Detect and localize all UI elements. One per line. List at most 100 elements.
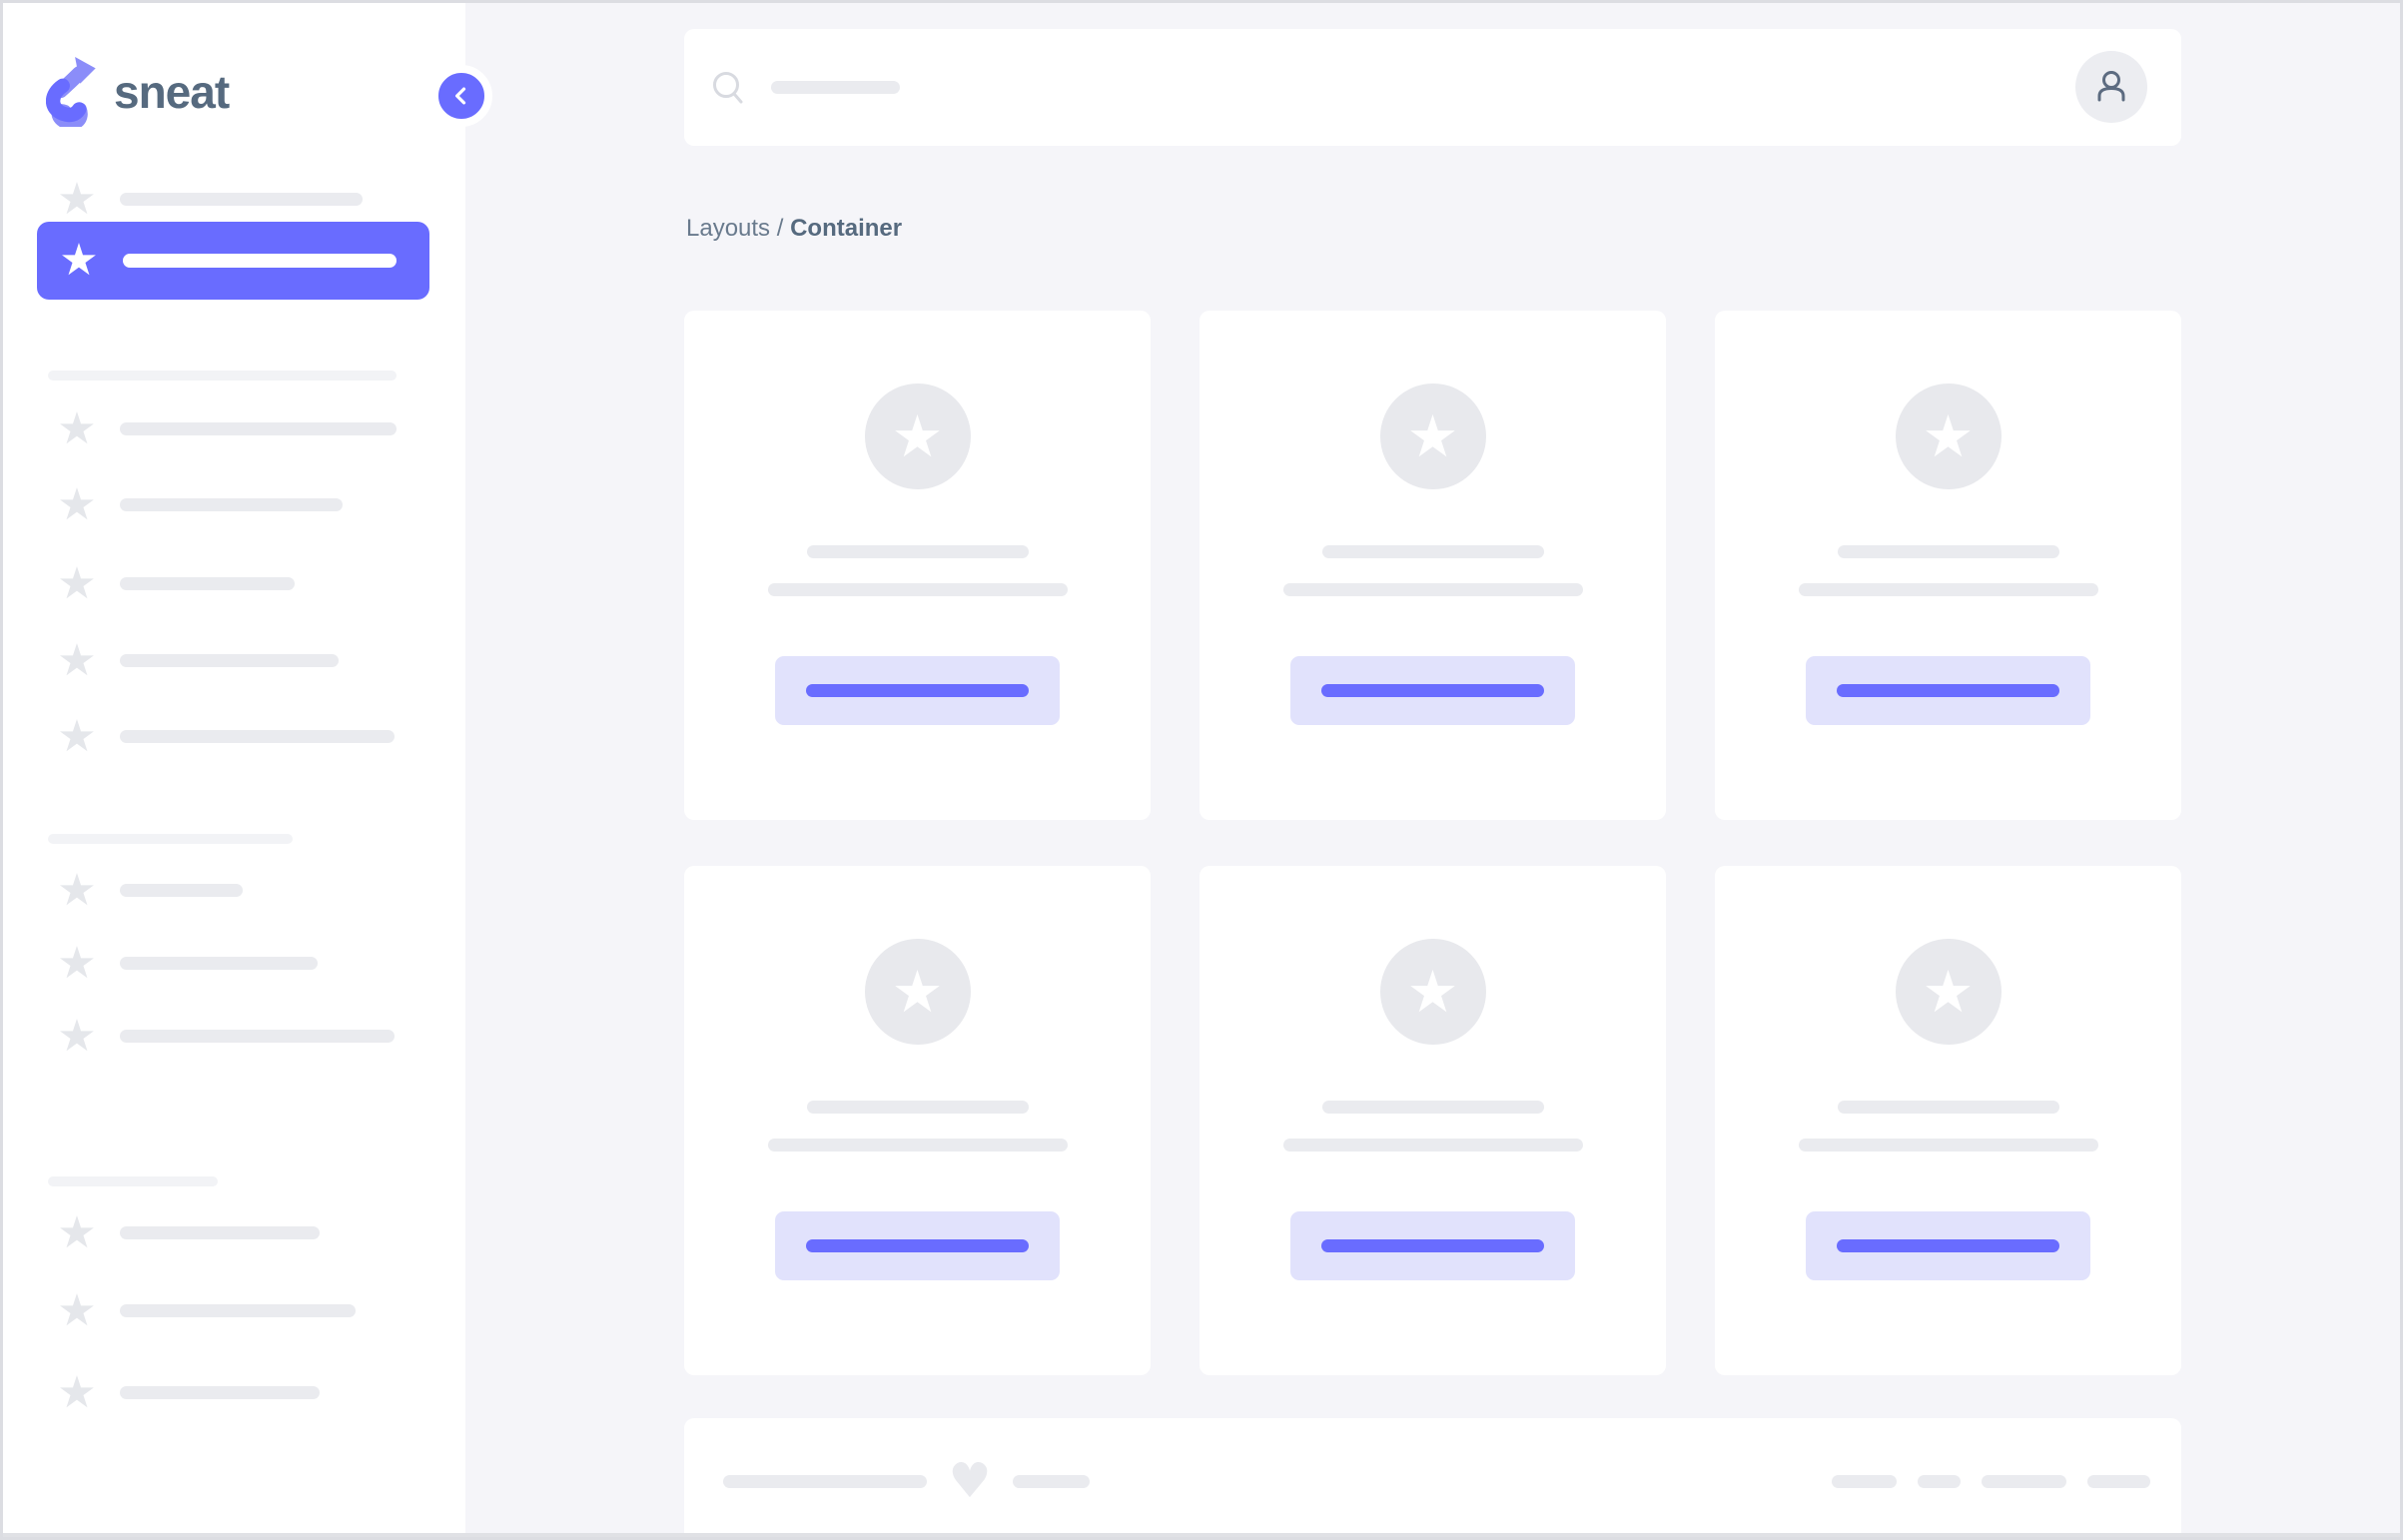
content-card: ★ — [1200, 311, 1666, 820]
breadcrumb-parent-link[interactable]: Layouts — [686, 215, 771, 242]
skeleton-label-bar — [120, 577, 295, 590]
skeleton-label-bar — [120, 422, 397, 435]
star-icon: ★ — [57, 1367, 97, 1418]
search-icon — [713, 71, 743, 103]
star-icon: ★ — [57, 1011, 97, 1062]
star-icon: ★ — [57, 403, 97, 454]
skeleton-dash — [1918, 1474, 1961, 1488]
breadcrumb-current: Container — [790, 215, 903, 242]
main-content: Layouts / Container ★ ★ ★ ★ ★ ★ ♥ — [465, 0, 2403, 1540]
card-action-button[interactable] — [775, 1211, 1060, 1280]
user-avatar-button[interactable] — [2075, 51, 2147, 123]
skeleton-button-label-bar — [1837, 1239, 2059, 1252]
sidebar-menu-item[interactable]: ★ — [0, 867, 465, 915]
skeleton-text-bar — [767, 583, 1068, 596]
sidebar-menu-item[interactable]: ★ — [0, 560, 465, 608]
skeleton-text-bar — [806, 1101, 1029, 1114]
skeleton-label-bar — [120, 884, 243, 897]
skeleton-text-bar — [1282, 1139, 1583, 1152]
search-bar[interactable] — [684, 29, 2181, 146]
skeleton-button-label-bar — [1321, 1239, 1544, 1252]
star-icon: ★ — [57, 479, 97, 530]
footer-pagination-placeholder — [1832, 1474, 2150, 1488]
star-icon: ★ — [57, 711, 97, 762]
sidebar-menu-item[interactable]: ★ — [0, 1287, 465, 1335]
card-action-button[interactable] — [1806, 656, 2090, 725]
skeleton-label-bar — [120, 730, 395, 743]
star-avatar: ★ — [1379, 384, 1486, 489]
skeleton-text-bar — [1837, 545, 2059, 558]
skeleton-text-bar — [1013, 1474, 1090, 1488]
sidebar: sneat ★ ★ ★ ★ ★ ★ ★ ★ ★ ★ ★ ★ ★ — [0, 0, 492, 1540]
card-action-button[interactable] — [775, 656, 1060, 725]
skeleton-label-bar — [120, 1030, 395, 1043]
skeleton-text-bar — [1798, 583, 2098, 596]
menu-section-divider — [48, 371, 397, 381]
skeleton-dash — [1832, 1474, 1897, 1488]
star-icon: ★ — [57, 558, 97, 609]
skeleton-label-bar — [120, 1226, 320, 1239]
sidebar-item-active[interactable]: ★ — [37, 222, 429, 300]
card-action-button[interactable] — [1290, 656, 1575, 725]
star-avatar: ★ — [1895, 384, 2002, 489]
skeleton-text-bar — [1321, 1101, 1544, 1114]
sidebar-menu-item[interactable]: ★ — [0, 481, 465, 529]
skeleton-label-bar — [120, 1304, 356, 1317]
breadcrumb-separator: / — [770, 215, 791, 242]
brand-logo[interactable]: sneat — [46, 50, 230, 134]
card-action-button[interactable] — [1806, 1211, 2090, 1280]
search-input[interactable] — [771, 81, 900, 94]
heart-icon[interactable]: ♥ — [948, 1453, 992, 1509]
star-avatar: ★ — [1895, 939, 2002, 1045]
skeleton-dash — [2087, 1474, 2150, 1488]
skeleton-dash — [1982, 1474, 2066, 1488]
sidebar-menu-item[interactable]: ★ — [0, 1013, 465, 1061]
sidebar-menu-item[interactable]: ★ — [0, 405, 465, 453]
sidebar-menu-item[interactable]: ★ — [0, 1209, 465, 1257]
skeleton-text-bar — [1837, 1101, 2059, 1114]
skeleton-button-label-bar — [1321, 684, 1544, 697]
sidebar-menu: ★ ★ ★ ★ ★ ★ ★ ★ ★ ★ ★ ★ ★ — [0, 0, 465, 1540]
menu-section-divider — [48, 1176, 218, 1186]
star-icon: ★ — [891, 402, 944, 470]
content-card: ★ — [1715, 311, 2181, 820]
sidebar-menu-item[interactable]: ★ — [0, 1369, 465, 1417]
star-icon: ★ — [59, 235, 99, 286]
skeleton-label-bar — [120, 193, 363, 206]
footer-left-group: ♥ — [723, 1457, 1090, 1505]
star-icon: ★ — [57, 938, 97, 989]
skeleton-button-label-bar — [806, 1239, 1029, 1252]
sidebar-menu-item[interactable]: ★ — [0, 637, 465, 685]
window-bottom-edge — [0, 1533, 2403, 1540]
skeleton-label-bar — [120, 498, 343, 511]
skeleton-label-bar — [123, 254, 397, 268]
star-icon: ★ — [57, 174, 97, 225]
star-icon: ★ — [891, 958, 944, 1026]
footer-card: ♥ — [684, 1418, 2181, 1540]
skeleton-label-bar — [120, 654, 339, 667]
skeleton-button-label-bar — [1837, 684, 2059, 697]
star-icon: ★ — [1922, 402, 1975, 470]
sidebar-menu-item[interactable]: ★ — [0, 940, 465, 988]
skeleton-text-bar — [723, 1474, 927, 1488]
star-icon: ★ — [1406, 958, 1459, 1026]
sidebar-menu-item[interactable]: ★ — [0, 176, 465, 224]
card-grid: ★ ★ ★ ★ ★ ★ — [684, 311, 2181, 1375]
chevron-left-icon — [455, 87, 466, 105]
sidebar-collapse-button[interactable] — [430, 65, 492, 127]
skeleton-text-bar — [767, 1139, 1068, 1152]
sidebar-menu-item[interactable]: ★ — [0, 713, 465, 761]
content-card: ★ — [684, 866, 1151, 1375]
skeleton-button-label-bar — [806, 684, 1029, 697]
card-action-button[interactable] — [1290, 1211, 1575, 1280]
star-avatar: ★ — [864, 384, 971, 489]
menu-section-divider — [48, 834, 293, 844]
skeleton-text-bar — [806, 545, 1029, 558]
star-icon: ★ — [1922, 958, 1975, 1026]
content-card: ★ — [1200, 866, 1666, 1375]
sneat-logo-icon — [46, 57, 96, 127]
skeleton-label-bar — [120, 1386, 320, 1399]
star-icon: ★ — [57, 635, 97, 686]
star-icon: ★ — [57, 1207, 97, 1258]
